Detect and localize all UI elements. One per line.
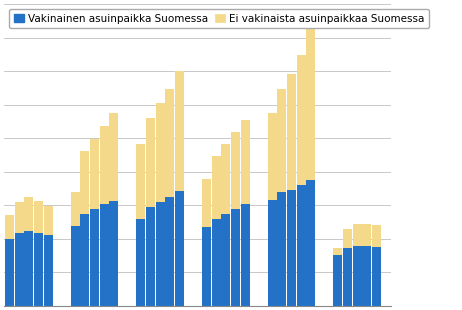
- Bar: [146, 117, 155, 207]
- Bar: [165, 197, 174, 306]
- Bar: [80, 214, 89, 306]
- Bar: [277, 89, 286, 193]
- Bar: [43, 206, 53, 235]
- Bar: [156, 202, 164, 306]
- Bar: [71, 193, 80, 226]
- Bar: [221, 214, 231, 306]
- Bar: [297, 185, 305, 306]
- Bar: [287, 74, 296, 190]
- Bar: [90, 209, 99, 306]
- Bar: [267, 113, 277, 200]
- Bar: [231, 132, 240, 209]
- Bar: [71, 226, 80, 306]
- Bar: [136, 219, 146, 306]
- Bar: [175, 71, 184, 191]
- Bar: [90, 139, 99, 209]
- Bar: [212, 219, 221, 306]
- Bar: [34, 233, 43, 306]
- Bar: [306, 180, 315, 306]
- Bar: [43, 235, 53, 306]
- Bar: [136, 144, 146, 219]
- Bar: [267, 200, 277, 306]
- Bar: [15, 202, 24, 233]
- Bar: [334, 248, 342, 255]
- Bar: [231, 209, 240, 306]
- Bar: [297, 55, 305, 185]
- Bar: [372, 247, 381, 306]
- Bar: [5, 239, 14, 306]
- Bar: [146, 207, 155, 306]
- Bar: [24, 197, 33, 231]
- Bar: [156, 103, 164, 202]
- Bar: [277, 193, 286, 306]
- Bar: [24, 231, 33, 306]
- Bar: [15, 233, 24, 306]
- Bar: [372, 225, 381, 247]
- Legend: Vakinainen asuinpaikka Suomessa, Ei vakinaista asuinpaikkaa Suomessa: Vakinainen asuinpaikka Suomessa, Ei vaki…: [9, 9, 429, 28]
- Bar: [362, 246, 371, 306]
- Bar: [221, 144, 231, 214]
- Bar: [34, 201, 43, 233]
- Bar: [5, 215, 14, 239]
- Bar: [212, 156, 221, 219]
- Bar: [109, 201, 118, 306]
- Bar: [343, 248, 352, 306]
- Bar: [241, 120, 249, 205]
- Bar: [165, 89, 174, 197]
- Bar: [306, 24, 315, 180]
- Bar: [353, 224, 362, 246]
- Bar: [202, 179, 211, 228]
- Bar: [202, 228, 211, 306]
- Bar: [175, 191, 184, 306]
- Bar: [100, 205, 109, 306]
- Bar: [362, 224, 371, 246]
- Bar: [334, 255, 342, 306]
- Bar: [241, 205, 249, 306]
- Bar: [343, 228, 352, 248]
- Bar: [100, 126, 109, 205]
- Bar: [287, 190, 296, 306]
- Bar: [80, 151, 89, 214]
- Bar: [353, 246, 362, 306]
- Bar: [109, 113, 118, 201]
